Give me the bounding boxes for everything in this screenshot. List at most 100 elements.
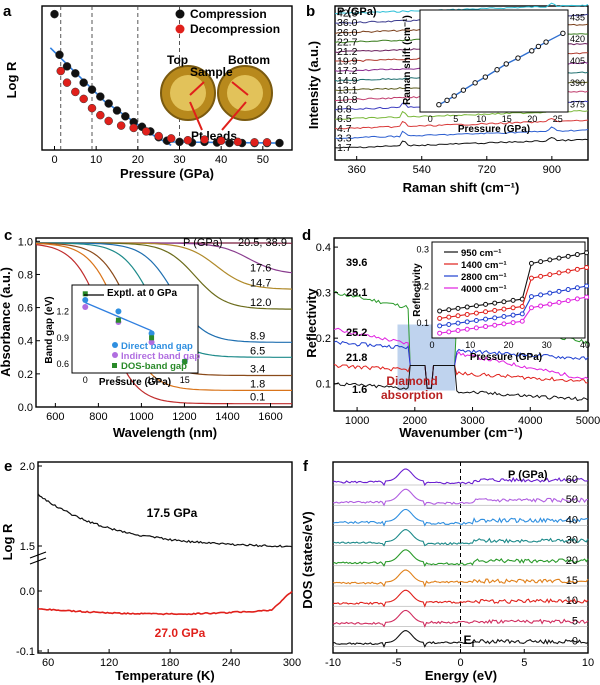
- inset-point: [437, 308, 443, 314]
- inset-frame: [71, 284, 199, 374]
- inset-point: [538, 303, 544, 309]
- inset-point: [560, 30, 566, 37]
- inset-y-label: Band gap (eV): [44, 296, 55, 363]
- y-axis-label: Log R: [4, 61, 19, 98]
- y-tick-label: 0.4: [316, 242, 331, 254]
- y-tick-label: 0.4: [18, 336, 33, 348]
- inset-point: [529, 48, 535, 54]
- x-tick-label: 10: [582, 657, 594, 669]
- legend-title: P (GPa): [337, 6, 377, 18]
- inset-point: [444, 97, 450, 104]
- pressure-label: 17.2: [337, 65, 358, 77]
- inset-point: [483, 301, 489, 307]
- inset-point: [82, 296, 89, 303]
- spectrum-curve: [334, 117, 589, 130]
- reflectivity-curve: [333, 340, 589, 389]
- inset-frame: [419, 9, 569, 113]
- inset-point: [556, 299, 562, 305]
- inset-point: [538, 292, 544, 298]
- inset-point: [556, 270, 562, 276]
- y-tick-label: 0.3: [316, 288, 331, 300]
- inset-point: [565, 268, 571, 274]
- pressure-label: 1.6: [352, 384, 367, 396]
- data-point: [62, 62, 72, 71]
- data-point: [166, 134, 176, 143]
- pressure-label: 3.3: [337, 132, 352, 144]
- x-tick-label: 540: [413, 164, 431, 176]
- dos-curve: [333, 630, 589, 649]
- dos-curve: [332, 508, 589, 527]
- dos-curve: [332, 569, 589, 588]
- pressure-label: 42.3: [337, 8, 358, 20]
- reflectivity-curve: [333, 365, 589, 402]
- inset-point: [148, 330, 155, 337]
- dos-curve: [332, 488, 589, 507]
- data-point: [200, 135, 209, 144]
- inset-legend-label: Indirect band gap: [121, 351, 200, 362]
- inset-point: [574, 296, 580, 302]
- x-tick-label: 0: [51, 154, 57, 166]
- legend-label: Decompression: [190, 22, 280, 36]
- data-point: [104, 99, 113, 108]
- inset-point: [556, 255, 562, 261]
- pressure-label: 8.9: [250, 330, 265, 342]
- data-point: [50, 9, 59, 19]
- series-label: 27.0 GPa: [155, 626, 206, 640]
- dos-curve: [332, 468, 589, 487]
- y-tick-label: 0.8: [18, 269, 33, 281]
- inset-point: [556, 288, 562, 294]
- inset-y-tick-label: 390: [570, 78, 585, 88]
- annotation-line-1: Diamond: [386, 374, 437, 388]
- absorbance-curve: [35, 244, 292, 405]
- pressure-label: 21.2: [337, 46, 358, 58]
- x-tick-label: 20: [132, 154, 144, 166]
- pressure-label: 6.5: [337, 113, 352, 125]
- inset-point: [446, 314, 452, 320]
- pressure-label: 50: [566, 494, 578, 506]
- inset-x-tick-label: 10: [476, 114, 486, 124]
- x-tick-label: 10: [90, 154, 102, 166]
- x-axis-label: Pressure (GPa): [120, 166, 214, 181]
- pressure-label: 0.1: [250, 392, 265, 404]
- inset-point: [437, 315, 443, 321]
- data-point: [71, 69, 80, 78]
- x-tick-label: 1400: [215, 411, 239, 423]
- x-tick-label: 1600: [258, 411, 282, 423]
- panel-letter: e: [4, 458, 12, 475]
- sample-arrow: [189, 81, 249, 96]
- x-axis-label: Energy (eV): [425, 668, 497, 683]
- inset-point: [543, 39, 549, 45]
- inset-point: [547, 301, 553, 307]
- inset-point: [501, 299, 507, 305]
- y-axis-label: Intensity (a.u.): [306, 41, 321, 129]
- inset-y-tick-label: 0.6: [56, 359, 69, 369]
- inset-point: [437, 330, 443, 336]
- inset-legend-marker: [112, 363, 117, 368]
- pressure-label: 26.0: [337, 27, 358, 39]
- y-tick-label: 0.0: [20, 586, 35, 598]
- data-point: [129, 123, 138, 133]
- y-tick-label: -0.1: [16, 646, 35, 658]
- inset-point: [528, 305, 534, 311]
- inset-legend-label: 2800 cm⁻¹: [461, 272, 507, 283]
- data-point: [121, 112, 130, 121]
- absorbance-curve: [36, 242, 292, 343]
- data-point: [262, 138, 272, 147]
- inset-point: [455, 328, 461, 334]
- inset-point: [565, 253, 571, 259]
- x-axis-label: Wavelength (nm): [113, 425, 217, 440]
- inset-y-tick-label: 0.9: [56, 333, 69, 343]
- inset-fit: [85, 302, 152, 332]
- data-point: [175, 137, 184, 147]
- inset-point: [451, 93, 457, 99]
- y-axis-label: DOS (states/eV): [300, 511, 315, 609]
- pressure-label: 20.5, 38.9: [238, 237, 287, 249]
- y-tick-label: 0.0: [18, 402, 33, 414]
- inset-point: [547, 290, 553, 296]
- x-tick-label: 1000: [129, 411, 153, 423]
- pressure-label: 20: [566, 555, 578, 567]
- annotation-line-2: absorption: [381, 388, 443, 402]
- pressure-label: 0: [572, 636, 578, 648]
- pressure-label: 60: [566, 474, 578, 486]
